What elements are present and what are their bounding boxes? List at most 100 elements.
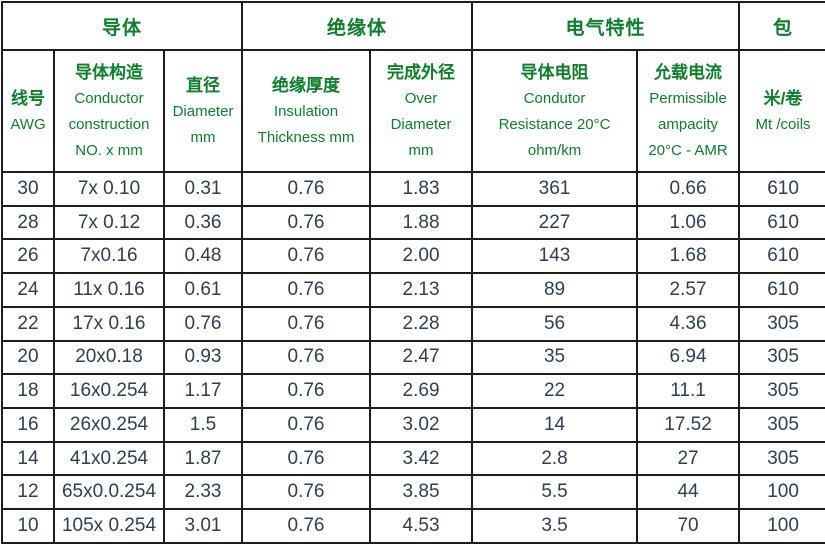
- cell-insulation-thickness: 0.76: [241, 238, 372, 275]
- cell-mt-coils: 305: [738, 339, 825, 376]
- column-title-cn: 米/卷: [763, 88, 803, 108]
- cell-diameter: 0.93: [162, 339, 244, 376]
- column-title-en-line: AWG: [10, 115, 46, 133]
- column-title-en-line: Diameter: [172, 102, 234, 120]
- group-header-row: 导体 绝缘体 电气特性 包: [0, 1, 825, 51]
- column-title-en-line: Diameter: [390, 115, 452, 133]
- table-row: 20 20x0.18 0.93 0.76 2.47 35 6.94 305: [1, 339, 825, 376]
- column-title-en-line: construction: [68, 115, 150, 133]
- cell-permissible-ampacity: 6.94: [636, 339, 741, 376]
- cell-permissible-ampacity: 0.66: [636, 171, 741, 207]
- cell-insulation-thickness: 0.76: [241, 339, 372, 376]
- cell-over-diameter: 3.85: [369, 474, 474, 511]
- column-title-en-line: Permissible: [649, 89, 727, 107]
- column-header-insulation-thickness: 绝缘厚度 Insulation Thickness mm: [241, 49, 372, 173]
- column-title-en-line: 20°C - AMR: [648, 141, 728, 159]
- cell-awg: 18: [1, 373, 55, 410]
- cell-permissible-ampacity: 11.1: [636, 373, 741, 410]
- cell-diameter: 0.48: [162, 238, 244, 275]
- cell-insulation-thickness: 0.76: [241, 204, 372, 241]
- cell-over-diameter: 1.88: [369, 204, 474, 241]
- column-title-en-line: Resistance 20°C: [498, 115, 611, 133]
- column-header-permissible-ampacity: 允载电流 Permissible ampacity 20°C - AMR: [636, 49, 741, 173]
- table-head: 导体 绝缘体 电气特性 包 线号 AWG 导体构造 Conductor construc…: [0, 1, 825, 173]
- cell-mt-coils: 305: [738, 440, 825, 477]
- cell-conductor-construction: 41x0.254: [53, 440, 165, 477]
- cell-over-diameter: 1.83: [369, 171, 474, 207]
- cell-diameter: 0.76: [162, 305, 244, 342]
- cell-mt-coils: 610: [738, 171, 825, 207]
- column-header-over-diameter: 完成外径 Over Diameter mm: [369, 49, 474, 173]
- cell-awg: 22: [1, 305, 55, 342]
- column-header-row: 线号 AWG 导体构造 Conductor construction NO. x mm 直径…: [1, 49, 825, 173]
- column-title-en-line: Mt /coils: [755, 115, 811, 133]
- cell-over-diameter: 2.69: [369, 373, 474, 410]
- column-title-en-line: NO. x mm: [75, 141, 143, 159]
- cell-conductor-construction: 65x0.0.254: [53, 474, 165, 511]
- cell-over-diameter: 4.53: [369, 508, 474, 544]
- group-header-electrical-characteristics: 电气特性: [471, 1, 741, 51]
- cell-conductor-construction: 16x0.254: [53, 373, 165, 410]
- cell-permissible-ampacity: 1.68: [636, 238, 741, 275]
- cell-diameter: 0.36: [162, 204, 244, 241]
- cell-awg: 30: [1, 171, 55, 207]
- cell-permissible-ampacity: 17.52: [636, 407, 741, 443]
- column-title-cn: 允载电流: [654, 62, 723, 82]
- column-header-diameter: 直径 Diameter mm: [162, 49, 244, 173]
- cell-insulation-thickness: 0.76: [241, 407, 372, 443]
- cell-diameter: 0.31: [162, 171, 244, 207]
- table-row: 18 16x0.254 1.17 0.76 2.69 22 11.1 305: [1, 373, 825, 410]
- column-header-awg: 线号 AWG: [1, 49, 55, 173]
- cell-insulation-thickness: 0.76: [241, 171, 372, 207]
- cell-diameter: 2.33: [162, 474, 244, 511]
- cell-awg: 24: [1, 272, 55, 308]
- cell-insulation-thickness: 0.76: [241, 508, 372, 544]
- cell-conductor-construction: 17x 0.16: [53, 305, 165, 342]
- cell-mt-coils: 100: [738, 474, 825, 511]
- cell-insulation-thickness: 0.76: [241, 305, 372, 342]
- cell-over-diameter: 3.02: [369, 407, 474, 443]
- cell-permissible-ampacity: 70: [636, 508, 741, 544]
- column-title-cn: 直径: [186, 75, 220, 95]
- column-title-en-line: Thickness mm: [257, 128, 355, 146]
- cell-mt-coils: 610: [738, 238, 825, 275]
- table-row: 14 41x0.254 1.87 0.76 3.42 2.8 27 305: [1, 440, 825, 477]
- cell-awg: 26: [1, 238, 55, 275]
- table-row: 22 17x 0.16 0.76 0.76 2.28 56 4.36 305: [1, 305, 825, 342]
- cell-over-diameter: 2.28: [369, 305, 474, 342]
- cell-awg: 10: [1, 508, 55, 544]
- cell-conductor-resistance: 5.5: [471, 474, 639, 511]
- cell-conductor-construction: 26x0.254: [53, 407, 165, 443]
- cell-insulation-thickness: 0.76: [241, 272, 372, 308]
- cell-permissible-ampacity: 1.06: [636, 204, 741, 241]
- cell-conductor-resistance: 14: [471, 407, 639, 443]
- cell-mt-coils: 305: [738, 305, 825, 342]
- table-row: 28 7x 0.12 0.36 0.76 1.88 227 1.06 610: [1, 204, 825, 241]
- column-title-en-line: ohm/km: [527, 141, 582, 159]
- cell-mt-coils: 610: [738, 272, 825, 308]
- column-title-en-line: Conductor: [74, 89, 144, 107]
- column-header-mt-coils: 米/卷 Mt /coils: [738, 49, 825, 173]
- cell-conductor-resistance: 143: [471, 238, 639, 275]
- table-row: 10 105x 0.254 3.01 0.76 4.53 3.5 70 100: [1, 508, 825, 544]
- group-header-insulation: 绝缘体: [241, 1, 474, 51]
- cell-diameter: 1.5: [162, 407, 244, 443]
- cell-conductor-resistance: 3.5: [471, 508, 639, 544]
- cell-permissible-ampacity: 4.36: [636, 305, 741, 342]
- table-row: 26 7x0.16 0.48 0.76 2.00 143 1.68 610: [1, 238, 825, 275]
- cell-over-diameter: 2.47: [369, 339, 474, 376]
- cell-awg: 20: [1, 339, 55, 376]
- column-title-cn: 绝缘厚度: [272, 75, 341, 95]
- cell-awg: 12: [1, 474, 55, 511]
- cell-conductor-resistance: 35: [471, 339, 639, 376]
- cell-conductor-resistance: 89: [471, 272, 639, 308]
- cell-awg: 14: [1, 440, 55, 477]
- cell-conductor-construction: 105x 0.254: [53, 508, 165, 544]
- cell-over-diameter: 2.00: [369, 238, 474, 275]
- cell-conductor-resistance: 2.8: [471, 440, 639, 477]
- column-title-en-line: mm: [190, 128, 216, 146]
- cell-mt-coils: 610: [738, 204, 825, 241]
- cell-mt-coils: 100: [738, 508, 825, 544]
